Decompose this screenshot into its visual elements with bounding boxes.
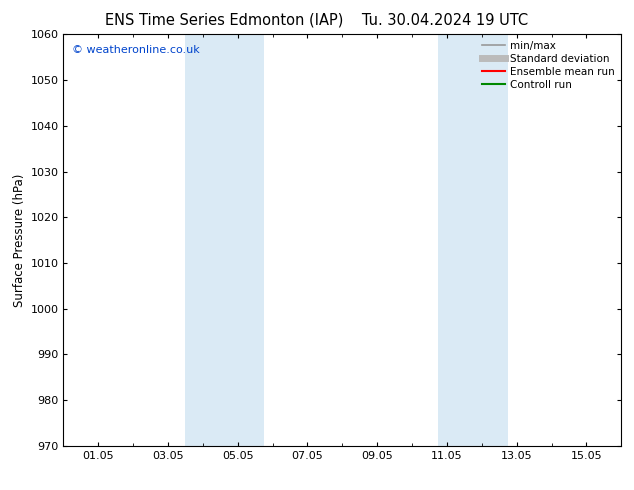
Text: © weatheronline.co.uk: © weatheronline.co.uk xyxy=(72,45,200,54)
Text: ENS Time Series Edmonton (IAP)    Tu. 30.04.2024 19 UTC: ENS Time Series Edmonton (IAP) Tu. 30.04… xyxy=(105,12,529,27)
Legend: min/max, Standard deviation, Ensemble mean run, Controll run: min/max, Standard deviation, Ensemble me… xyxy=(478,36,619,94)
Y-axis label: Surface Pressure (hPa): Surface Pressure (hPa) xyxy=(13,173,26,307)
Bar xyxy=(185,34,264,446)
Bar xyxy=(438,34,508,446)
